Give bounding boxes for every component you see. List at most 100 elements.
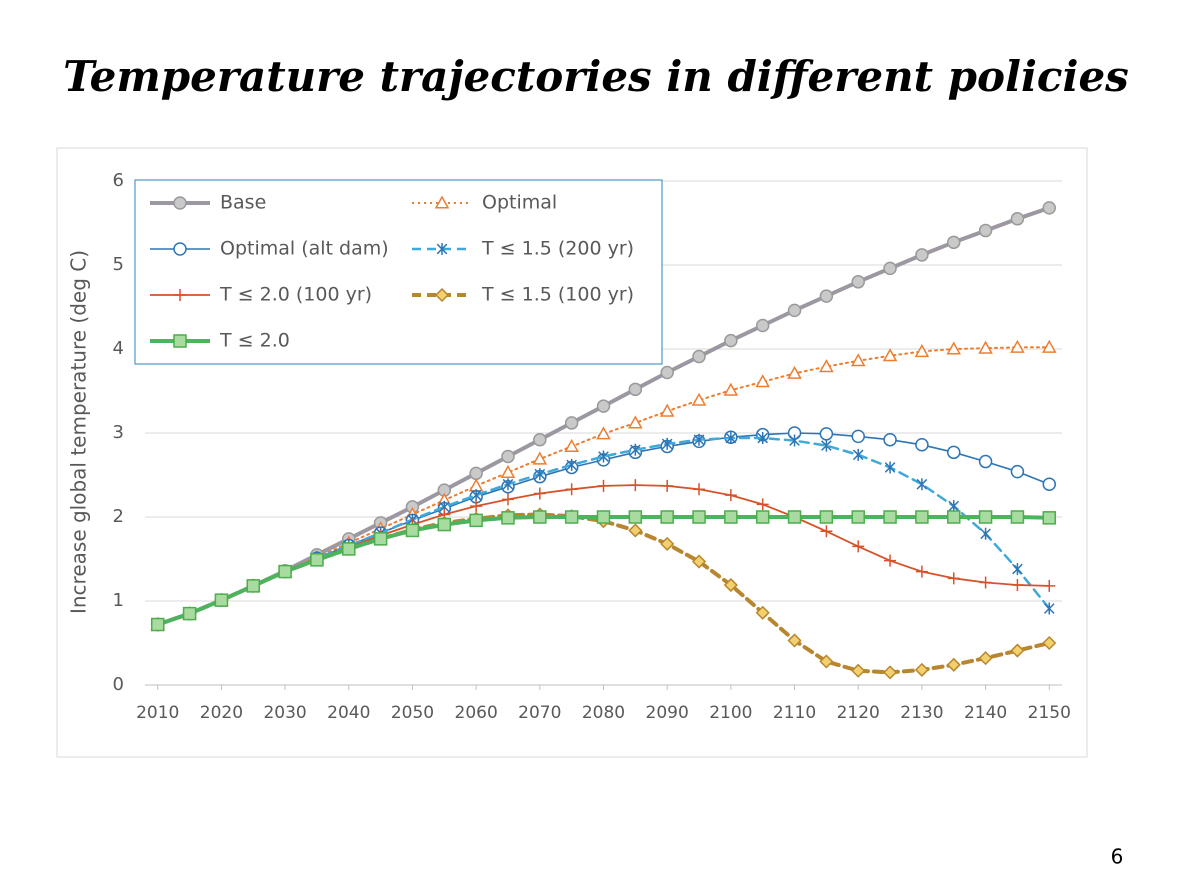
x-tick-label: 2140: [964, 703, 1007, 723]
marker: [469, 466, 483, 481]
marker: [755, 605, 770, 620]
marker: [173, 242, 187, 256]
marker: [596, 399, 611, 413]
marker: [1042, 635, 1057, 651]
marker: [501, 493, 514, 506]
y-tick-label: 2: [113, 506, 124, 527]
marker: [1043, 579, 1056, 592]
marker: [630, 443, 641, 456]
marker: [469, 513, 483, 528]
marker: [1010, 464, 1025, 479]
marker: [819, 510, 834, 524]
marker: [1042, 201, 1057, 215]
marker: [373, 532, 388, 546]
marker: [565, 483, 578, 496]
marker: [882, 348, 898, 362]
x-tick-label: 2130: [900, 703, 943, 723]
marker: [1010, 212, 1025, 226]
marker: [947, 572, 960, 585]
marker: [693, 483, 706, 496]
marker: [850, 353, 866, 367]
marker: [851, 275, 865, 289]
marker: [724, 510, 738, 524]
marker: [851, 663, 866, 678]
marker: [470, 500, 483, 513]
marker: [820, 525, 833, 538]
marker: [246, 579, 261, 593]
marker: [533, 510, 547, 524]
marker: [1042, 511, 1057, 525]
marker: [946, 341, 962, 355]
x-tick-label: 2070: [518, 703, 561, 723]
marker: [661, 479, 674, 492]
marker: [533, 487, 546, 500]
marker: [948, 500, 960, 513]
marker: [437, 517, 452, 532]
marker: [596, 426, 611, 440]
marker: [787, 303, 802, 318]
y-tick-label: 5: [113, 254, 124, 275]
marker: [851, 429, 865, 444]
marker: [691, 392, 707, 406]
x-tick-label: 2040: [327, 703, 370, 723]
marker: [946, 510, 961, 524]
marker: [564, 510, 579, 524]
marker: [628, 523, 643, 538]
marker: [1042, 477, 1057, 491]
marker: [916, 478, 928, 491]
marker: [1010, 510, 1025, 524]
marker: [821, 439, 832, 452]
marker: [660, 536, 675, 551]
marker: [946, 657, 961, 672]
marker: [980, 527, 991, 540]
marker: [564, 416, 579, 430]
marker: [852, 448, 864, 461]
x-tick-label: 2060: [455, 703, 498, 723]
marker: [173, 196, 187, 210]
marker: [819, 359, 834, 373]
marker: [723, 382, 739, 396]
marker: [914, 662, 929, 677]
slide-title: Temperature trajectories in different po…: [63, 52, 1129, 101]
x-tick-label: 2090: [646, 703, 689, 723]
marker: [883, 432, 897, 447]
marker: [914, 343, 930, 358]
marker: [946, 445, 961, 460]
marker: [915, 438, 929, 452]
marker: [884, 461, 896, 474]
marker: [883, 510, 897, 524]
marker: [915, 248, 929, 262]
marker: [596, 510, 611, 524]
marker: [597, 479, 610, 492]
marker: [661, 437, 673, 450]
x-tick-label: 2120: [837, 703, 880, 723]
marker: [978, 340, 993, 354]
y-tick-label: 3: [113, 422, 124, 443]
marker: [691, 554, 707, 569]
marker: [915, 565, 928, 578]
legend-label: T ≤ 1.5 (200 yr): [481, 238, 634, 260]
marker: [978, 223, 993, 238]
x-tick-label: 2150: [1028, 703, 1071, 723]
page-number: 6: [1111, 845, 1124, 869]
marker: [946, 235, 961, 250]
marker: [756, 498, 769, 511]
marker: [434, 195, 450, 209]
marker: [787, 633, 802, 648]
marker: [564, 438, 579, 452]
marker: [182, 606, 197, 621]
series-line: [156, 436, 1051, 626]
marker: [660, 510, 674, 524]
marker: [852, 540, 865, 553]
legend-label: Optimal: [482, 192, 557, 214]
y-tick-label: 6: [113, 170, 124, 191]
marker: [436, 243, 448, 255]
legend-label: T ≤ 2.0: [219, 330, 290, 352]
y-axis-label: Increase global temperature (deg C): [67, 250, 91, 614]
marker: [978, 510, 993, 524]
marker: [629, 479, 642, 492]
marker: [755, 510, 770, 524]
marker: [883, 665, 898, 680]
marker: [500, 464, 516, 479]
marker: [628, 510, 643, 524]
